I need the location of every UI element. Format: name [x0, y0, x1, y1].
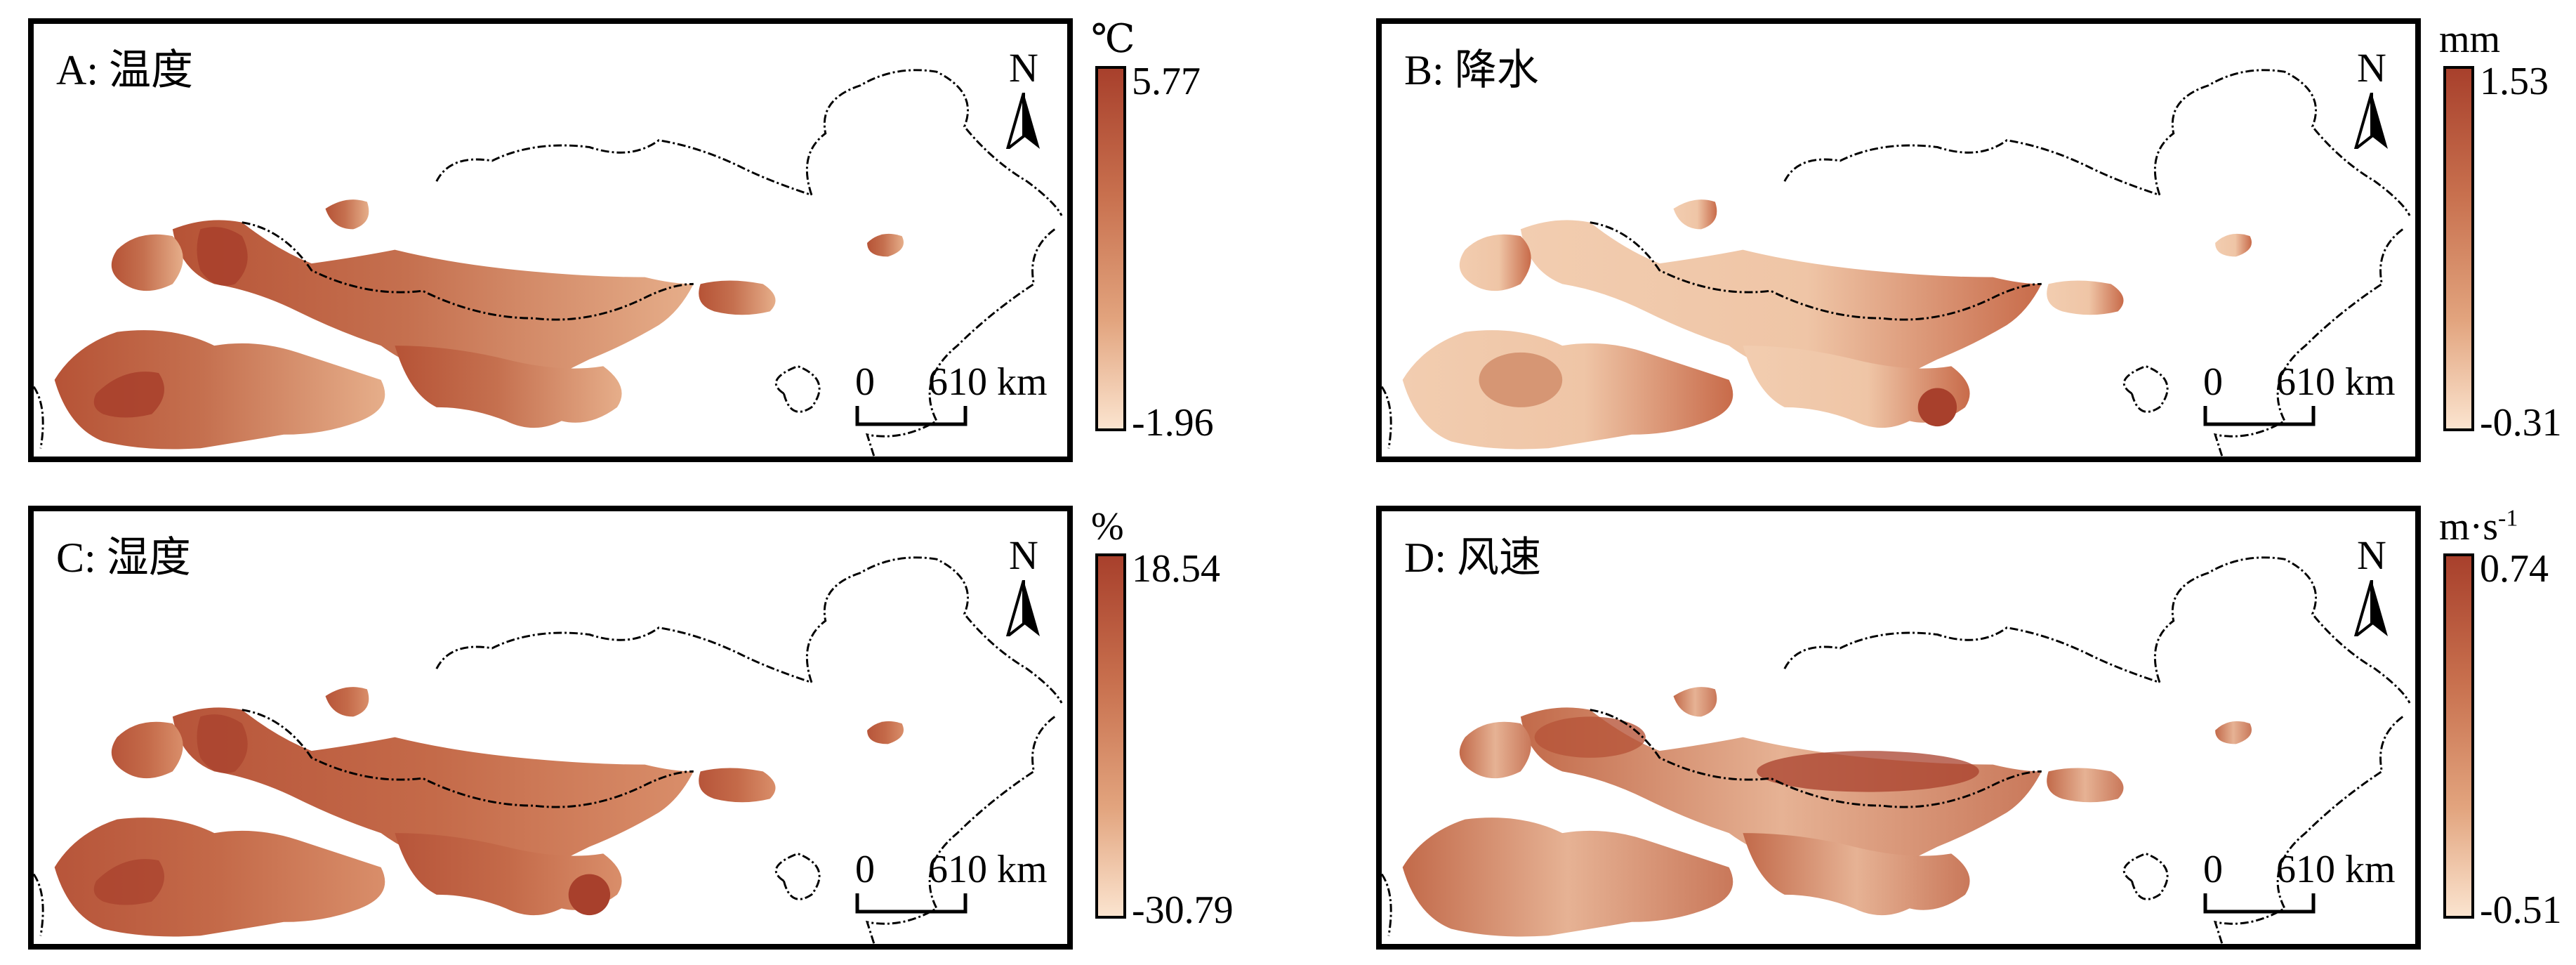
- scale-distance: 610 km: [928, 848, 1048, 891]
- panel-title: B: 降水: [1404, 47, 1539, 93]
- legend-max: 0.74: [2480, 547, 2549, 591]
- legend-unit: ℃: [1091, 18, 1135, 61]
- legend-max: 18.54: [1132, 547, 1220, 591]
- scale-line: [2203, 406, 2316, 426]
- map-frame: A: 温度 N 0 610 km: [28, 18, 1073, 462]
- map-frame: B: 降水 N 0 610 km: [1376, 18, 2421, 462]
- legend-min: -30.79: [1132, 888, 1234, 932]
- legend-min: -1.96: [1132, 401, 1214, 445]
- color-legend: % 18.54 -30.79: [1091, 507, 1278, 932]
- color-legend: m·s-1 0.74 -0.51: [2439, 506, 2570, 932]
- scale-zero: 0: [2203, 360, 2223, 404]
- panel-title: C: 湿度: [56, 534, 191, 581]
- legend-max: 1.53: [2480, 60, 2549, 103]
- scale-zero: 0: [855, 848, 875, 891]
- north-label: N: [1009, 532, 1038, 578]
- legend-colorbar: [2443, 553, 2474, 919]
- legend-colorbar: [1095, 66, 1126, 431]
- panel-b: B: 降水 N 0 610 km mm 1.53 -0.31: [1348, 0, 2576, 478]
- scale-distance: 610 km: [2276, 360, 2396, 404]
- north-arrow: N: [2344, 535, 2400, 662]
- north-arrow: N: [2344, 48, 2400, 174]
- panel-d: D: 风速 N 0 610 km m·s-1 0.74 -0.51: [1348, 487, 2576, 965]
- scale-distance: 610 km: [928, 360, 1048, 404]
- north-arrow-icon: [1006, 93, 1040, 149]
- scale-zero: 0: [855, 360, 875, 404]
- panel-a: A: 温度 N 0 610 km ℃ 5.77 -1.96: [0, 0, 1285, 478]
- color-legend: ℃ 5.77 -1.96: [1091, 20, 1278, 445]
- scale-line: [855, 893, 967, 914]
- scale-bar: 0 610 km: [2203, 360, 2415, 447]
- scale-bar: 0 610 km: [855, 848, 1067, 934]
- scale-bar: 0 610 km: [855, 360, 1067, 447]
- north-arrow-icon: [2354, 93, 2388, 149]
- legend-max: 5.77: [1132, 60, 1201, 103]
- scale-line: [855, 406, 967, 426]
- map-frame: C: 湿度 N 0 610 km: [28, 506, 1073, 950]
- map-frame: D: 风速 N 0 610 km: [1376, 506, 2421, 950]
- color-legend: mm 1.53 -0.31: [2439, 20, 2570, 445]
- scale-distance: 610 km: [2276, 848, 2396, 891]
- legend-unit: mm: [2439, 18, 2501, 61]
- north-arrow-icon: [1006, 580, 1040, 636]
- legend-unit: m·s-1: [2439, 505, 2518, 549]
- legend-colorbar: [1095, 553, 1126, 919]
- legend-unit: %: [1091, 505, 1124, 549]
- scale-bar: 0 610 km: [2203, 848, 2415, 934]
- north-arrow-icon: [2354, 580, 2388, 636]
- panel-title: D: 风速: [1404, 534, 1541, 581]
- north-label: N: [2357, 532, 2386, 578]
- legend-min: -0.51: [2480, 888, 2562, 932]
- scale-line: [2203, 893, 2316, 914]
- north-arrow: N: [996, 48, 1052, 174]
- north-label: N: [1009, 45, 1038, 91]
- north-arrow: N: [996, 535, 1052, 662]
- legend-min: -0.31: [2480, 401, 2562, 445]
- north-label: N: [2357, 45, 2386, 91]
- legend-colorbar: [2443, 66, 2474, 431]
- panel-c: C: 湿度 N 0 610 km % 18.54 -30.79: [0, 487, 1285, 965]
- scale-zero: 0: [2203, 848, 2223, 891]
- panel-title: A: 温度: [56, 47, 193, 93]
